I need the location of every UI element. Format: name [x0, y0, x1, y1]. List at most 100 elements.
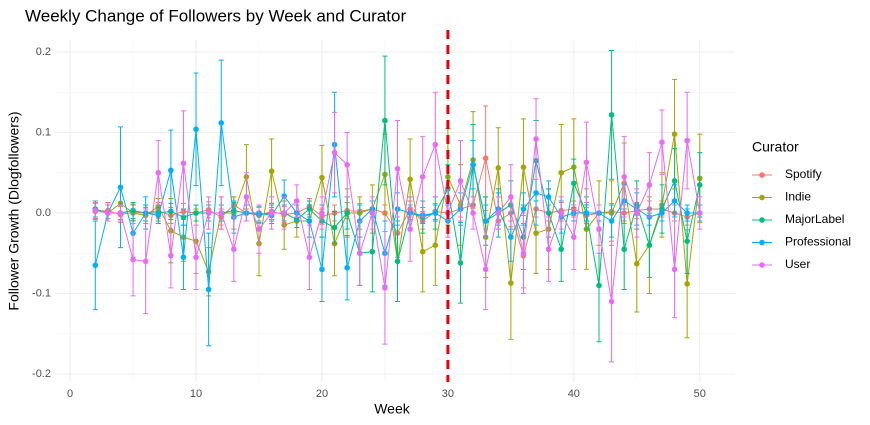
- point: [419, 174, 426, 180]
- series: [92, 91, 703, 363]
- point: [218, 210, 225, 216]
- legend-key-point: [759, 239, 765, 246]
- point: [608, 112, 615, 118]
- point: [281, 210, 287, 216]
- point: [130, 256, 136, 263]
- point: [482, 155, 489, 162]
- point: [394, 258, 401, 265]
- legend-key-point: [759, 262, 765, 268]
- point: [193, 254, 199, 261]
- point: [331, 224, 338, 231]
- y-tick-label: 0.0: [36, 207, 51, 219]
- point: [457, 178, 464, 184]
- point: [583, 159, 590, 166]
- point: [671, 131, 678, 137]
- point: [520, 164, 527, 170]
- point: [659, 210, 665, 216]
- point: [633, 260, 640, 267]
- point: [369, 248, 376, 255]
- point: [608, 218, 615, 224]
- point: [117, 210, 124, 216]
- point: [293, 198, 300, 204]
- point: [659, 139, 665, 145]
- point: [432, 210, 439, 216]
- x-tick-label: 0: [67, 388, 73, 400]
- point: [671, 266, 678, 273]
- legend-label: User: [785, 257, 810, 271]
- point: [470, 210, 476, 216]
- point: [142, 258, 149, 265]
- point: [558, 246, 565, 253]
- point: [231, 246, 237, 253]
- point: [671, 178, 678, 184]
- legend-title: Curator: [752, 139, 799, 155]
- point: [508, 194, 514, 200]
- point: [671, 198, 678, 204]
- point: [646, 182, 653, 188]
- point: [319, 210, 325, 216]
- point: [520, 250, 527, 257]
- point: [306, 254, 313, 261]
- legend-label: Indie: [785, 190, 811, 204]
- point: [432, 242, 439, 248]
- point: [92, 262, 99, 269]
- point: [344, 210, 350, 216]
- point: [382, 285, 388, 291]
- chart-title: Weekly Change of Followers by Week and C…: [25, 6, 406, 25]
- point: [407, 226, 413, 232]
- point: [608, 298, 615, 305]
- y-tick-label: -0.2: [32, 368, 51, 380]
- point: [533, 230, 539, 236]
- point: [684, 238, 690, 244]
- point: [495, 210, 502, 216]
- point: [168, 208, 174, 215]
- point: [533, 136, 539, 142]
- point: [382, 117, 388, 124]
- point: [168, 167, 174, 174]
- point: [482, 266, 489, 273]
- legend-label: Spotify: [785, 167, 822, 181]
- legend-key-point: [759, 217, 765, 223]
- point: [193, 210, 199, 216]
- point: [268, 168, 275, 174]
- x-tick-label: 30: [442, 388, 454, 400]
- y-tick-label: -0.1: [32, 287, 51, 299]
- point: [432, 141, 439, 148]
- point: [168, 252, 174, 259]
- point: [508, 234, 514, 240]
- point: [281, 193, 287, 199]
- point: [545, 246, 552, 253]
- y-axis-label: Follower Growth (Dlogfollowers): [6, 111, 22, 310]
- point: [596, 226, 602, 232]
- point: [558, 210, 565, 216]
- legend-key-point: [759, 194, 765, 201]
- point: [696, 210, 703, 216]
- point: [470, 161, 476, 168]
- point: [331, 149, 338, 156]
- point: [684, 281, 690, 287]
- y-tick-label: 0.2: [36, 46, 51, 58]
- point: [205, 286, 212, 293]
- point: [193, 126, 199, 133]
- point: [306, 218, 313, 224]
- point: [621, 246, 627, 253]
- point: [571, 234, 577, 240]
- point: [646, 242, 653, 248]
- point: [684, 210, 690, 216]
- point: [92, 207, 99, 214]
- point: [596, 282, 602, 289]
- point: [205, 210, 212, 216]
- point: [243, 194, 250, 200]
- point: [356, 250, 363, 257]
- legend-key-point: [759, 172, 765, 178]
- point: [684, 137, 690, 144]
- point: [319, 266, 325, 273]
- point: [533, 190, 539, 196]
- point: [508, 280, 514, 286]
- point: [394, 165, 401, 172]
- point: [457, 260, 464, 266]
- point: [369, 210, 376, 216]
- point: [419, 248, 426, 255]
- point: [571, 180, 577, 187]
